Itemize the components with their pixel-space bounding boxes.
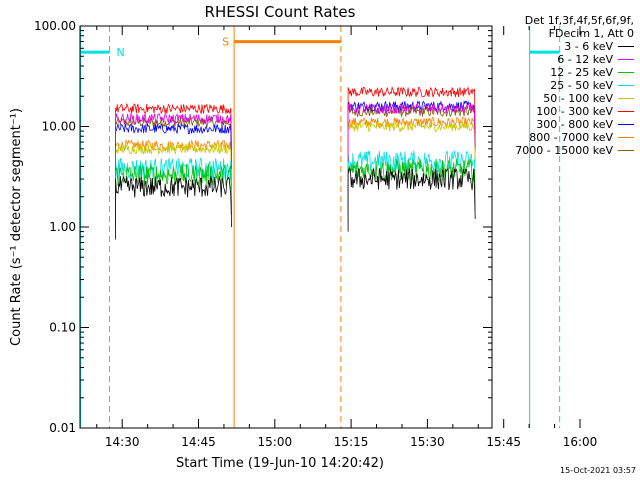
- series-100-300-kev-segment-2: [347, 86, 476, 145]
- x-tick-label-2: 15:00: [258, 435, 293, 449]
- legend-entry-label: 100 - 300 keV: [536, 105, 613, 118]
- legend-entry: 12 - 25 keV: [470, 66, 634, 79]
- legend-entry-label: 25 - 50 keV: [550, 79, 613, 92]
- legend-entry-label: 800 - 7000 keV: [529, 131, 613, 144]
- series-12-25-kev-segment-1: [115, 163, 232, 228]
- legend-entry: 100 - 300 keV: [470, 105, 634, 118]
- plot-frame: [79, 25, 493, 429]
- x-tick-label-5: 15:45: [486, 435, 521, 449]
- legend-entry-label: 50 - 100 keV: [543, 92, 613, 105]
- saa-label-1: S: [222, 36, 229, 49]
- series-300-800-kev-segment-1: [115, 122, 232, 182]
- legend-entry-swatch: [618, 124, 634, 125]
- legend-entry-swatch: [618, 111, 634, 112]
- series-25-50-kev-segment-2: [347, 150, 476, 214]
- legend-entry-swatch: [618, 59, 634, 60]
- legend-header-line-2: FDecim 1, Att 0: [548, 27, 634, 40]
- legend-entries: 3 - 6 keV 6 - 12 keV 12 - 25 keV 25 - 50 ke…: [470, 40, 634, 157]
- y-tick-label-2: 1.00: [49, 220, 76, 234]
- legend-entry: 800 - 7000 keV: [470, 131, 634, 144]
- series-6-12-kev-segment-1: [115, 112, 232, 172]
- legend-entry-label: 6 - 12 keV: [557, 53, 613, 66]
- timestamp: 15-Oct-2021 03:57: [560, 466, 636, 475]
- legend-entry-label: 3 - 6 keV: [564, 40, 613, 53]
- legend-entry: 300 - 800 keV: [470, 118, 634, 131]
- legend-entry-swatch: [618, 137, 634, 138]
- x-tick-label-1: 14:45: [181, 435, 216, 449]
- series-50-100-kev-segment-2: [347, 120, 476, 179]
- x-tick-label-6: 16:00: [563, 435, 598, 449]
- chart-title: RHESSI Count Rates: [205, 3, 356, 21]
- series-3-6-kev-segment-2: [347, 167, 476, 232]
- legend: Det 1f,3f,4f,5f,6f,9f, FDecim 1, Att 0 3…: [470, 14, 634, 157]
- series-800-7000-kev-segment-2: [347, 116, 476, 175]
- legend-entry: 50 - 100 keV: [470, 92, 634, 105]
- series-6-12-kev-segment-2: [347, 102, 476, 162]
- night-label-1: N: [117, 46, 125, 59]
- legend-entry-swatch: [618, 85, 634, 86]
- legend-entry-swatch: [618, 72, 634, 73]
- y-tick-label-1: 0.10: [49, 321, 76, 335]
- legend-entry-swatch: [618, 150, 634, 151]
- legend-entry-label: 300 - 800 keV: [536, 118, 613, 131]
- x-tick-label-0: 14:30: [105, 435, 140, 449]
- legend-entry: 25 - 50 keV: [470, 79, 634, 92]
- series-12-25-kev-segment-2: [347, 158, 476, 223]
- series-7000-15000-kev-segment-2: [347, 105, 476, 165]
- series-3-6-kev-segment-1: [115, 175, 232, 240]
- legend-entry-swatch: [618, 46, 634, 47]
- series-100-300-kev-segment-1: [115, 102, 232, 162]
- axes: 0.01 0.10 1.00 10.00 100.00 14:30 14:45 15:00 15…: [34, 19, 597, 449]
- x-tick-label-4: 15:30: [410, 435, 445, 449]
- x-axis-label: Start Time (19-Jun-10 14:20:42): [176, 456, 384, 471]
- series-50-100-kev-segment-1: [115, 142, 232, 202]
- legend-entry-label: 7000 - 15000 keV: [515, 144, 613, 157]
- legend-entry: 7000 - 15000 keV: [470, 144, 634, 157]
- legend-entry-label: 12 - 25 keV: [550, 66, 613, 79]
- legend-entry: 3 - 6 keV: [470, 40, 634, 53]
- plot-area: NS: [80, 26, 561, 428]
- legend-entry: 6 - 12 keV: [470, 53, 634, 66]
- x-tick-label-3: 15:15: [334, 435, 369, 449]
- legend-entry-swatch: [618, 98, 634, 99]
- y-axis-label: Count Rate (s⁻¹ detector segment⁻¹): [9, 108, 24, 346]
- y-tick-label-4: 100.00: [34, 19, 76, 33]
- y-tick-label-0: 0.01: [49, 421, 76, 435]
- y-tick-label-3: 10.00: [42, 120, 76, 134]
- legend-header-line-1: Det 1f,3f,4f,5f,6f,9f,: [524, 14, 634, 27]
